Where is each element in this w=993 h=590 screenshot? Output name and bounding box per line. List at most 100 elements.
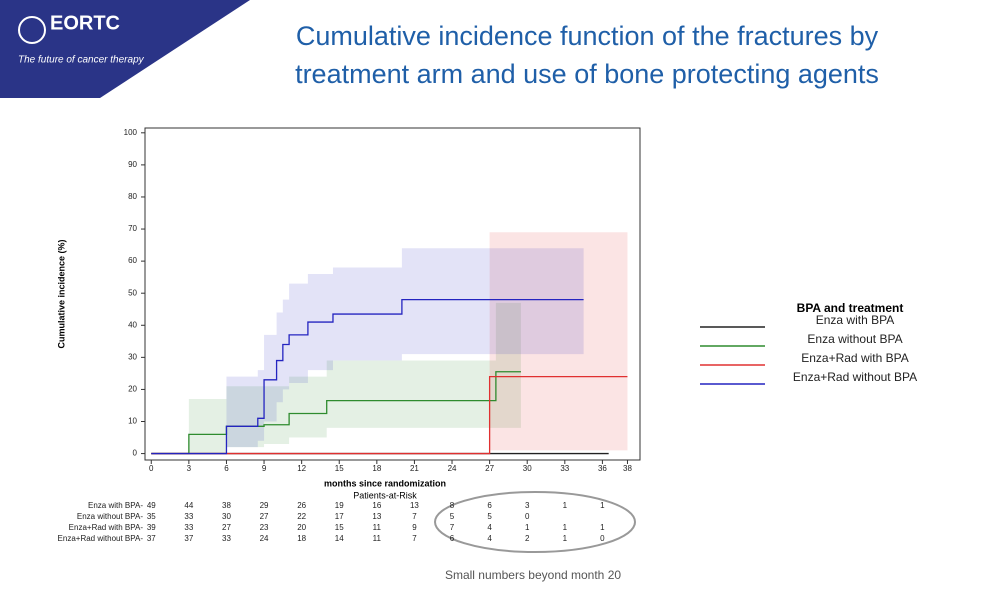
risk-count: 8 — [450, 501, 455, 510]
risk-row-label: Enza+Rad with BPA- — [69, 523, 144, 532]
x-tick-label: 24 — [448, 464, 457, 473]
risk-count: 1 — [600, 523, 605, 532]
y-tick-label: 50 — [128, 288, 137, 297]
x-tick-label: 21 — [410, 464, 419, 473]
tagline: The future of cancer therapy — [18, 55, 145, 66]
confidence-band — [151, 232, 628, 454]
y-tick-label: 70 — [128, 224, 137, 233]
confidence-band — [151, 302, 521, 454]
risk-count: 39 — [147, 523, 156, 532]
legend-label: Enza with BPA — [816, 313, 894, 327]
risk-count: 44 — [184, 501, 193, 510]
x-tick-label: 0 — [149, 464, 154, 473]
legend-title: BPA and treatment — [797, 301, 904, 315]
risk-count: 13 — [410, 501, 419, 510]
x-tick-label: 30 — [523, 464, 532, 473]
risk-count: 35 — [147, 512, 156, 521]
risk-count: 4 — [487, 523, 492, 532]
legend-label: Enza+Rad without BPA — [793, 370, 917, 384]
x-tick-label: 27 — [485, 464, 494, 473]
annotation: Small numbers beyond month 20 — [445, 568, 621, 582]
risk-count: 33 — [184, 512, 193, 521]
x-tick-label: 3 — [187, 464, 192, 473]
risk-count: 0 — [600, 534, 605, 543]
x-tick-label: 9 — [262, 464, 267, 473]
risk-count: 26 — [297, 501, 306, 510]
risk-title: Patients-at-Risk — [353, 490, 417, 500]
step-line — [151, 298, 584, 455]
legend-label: Enza+Rad with BPA — [801, 351, 909, 365]
risk-count: 38 — [222, 501, 231, 510]
risk-count: 2 — [525, 534, 530, 543]
risk-count: 17 — [335, 512, 344, 521]
risk-count: 33 — [222, 534, 231, 543]
risk-count: 3 — [525, 501, 530, 510]
plot-frame — [144, 127, 641, 461]
risk-count: 33 — [184, 523, 193, 532]
y-tick-label: 10 — [128, 417, 137, 426]
x-tick-label: 6 — [224, 464, 229, 473]
x-tick-label: 18 — [372, 464, 381, 473]
highlight-ellipse — [434, 491, 636, 553]
y-tick-label: 20 — [128, 385, 137, 394]
risk-count: 0 — [525, 512, 530, 521]
risk-count: 27 — [222, 523, 231, 532]
risk-count: 24 — [260, 534, 269, 543]
risk-count: 5 — [450, 512, 455, 521]
risk-count: 13 — [372, 512, 381, 521]
risk-count: 27 — [260, 512, 269, 521]
y-axis-label: Cumulative incidence (%) — [56, 239, 66, 348]
risk-count: 14 — [335, 534, 344, 543]
risk-count: 11 — [373, 534, 382, 543]
y-tick-label: 30 — [128, 352, 137, 361]
title-line: treatment arm and use of bone protecting… — [295, 59, 879, 89]
risk-count: 7 — [412, 512, 417, 521]
y-tick-label: 60 — [128, 256, 137, 265]
risk-count: 5 — [487, 512, 492, 521]
risk-count: 1 — [600, 501, 605, 510]
risk-count: 49 — [147, 501, 156, 510]
risk-count: 1 — [563, 523, 568, 532]
risk-count: 9 — [412, 523, 417, 532]
risk-row-label: Enza+Rad without BPA- — [58, 534, 144, 543]
logo-text: EORTC — [50, 12, 120, 34]
x-tick-label: 15 — [335, 464, 344, 473]
risk-count: 18 — [297, 534, 306, 543]
risk-count: 1 — [563, 534, 568, 543]
x-axis-label: months since randomization — [324, 478, 446, 488]
risk-count: 7 — [450, 523, 455, 532]
logo-banner — [0, 0, 250, 98]
risk-count: 6 — [450, 534, 455, 543]
title-line: Cumulative incidence function of the fra… — [296, 21, 879, 51]
risk-count: 23 — [260, 523, 269, 532]
risk-count: 16 — [372, 501, 381, 510]
y-tick-label: 40 — [128, 320, 137, 329]
y-tick-label: 90 — [128, 160, 137, 169]
risk-count: 20 — [297, 523, 306, 532]
risk-count: 37 — [184, 534, 193, 543]
risk-count: 19 — [335, 501, 344, 510]
x-tick-label: 36 — [598, 464, 607, 473]
risk-count: 15 — [335, 523, 344, 532]
risk-row-label: Enza without BPA- — [77, 512, 143, 521]
y-tick-label: 80 — [128, 192, 137, 201]
y-tick-label: 100 — [124, 128, 138, 137]
x-tick-label: 12 — [297, 464, 306, 473]
risk-count: 30 — [222, 512, 231, 521]
risk-count: 1 — [563, 501, 568, 510]
step-line — [151, 371, 521, 455]
legend-label: Enza without BPA — [807, 332, 902, 346]
risk-count: 1 — [525, 523, 530, 532]
risk-count: 37 — [147, 534, 156, 543]
step-line — [151, 375, 628, 455]
y-tick-label: 0 — [133, 449, 138, 458]
risk-count: 4 — [487, 534, 492, 543]
risk-count: 11 — [373, 523, 382, 532]
x-tick-label: 38 — [623, 464, 632, 473]
risk-row-label: Enza with BPA- — [88, 501, 143, 510]
risk-count: 6 — [487, 501, 492, 510]
risk-count: 22 — [297, 512, 306, 521]
risk-count: 7 — [412, 534, 417, 543]
risk-count: 29 — [260, 501, 269, 510]
